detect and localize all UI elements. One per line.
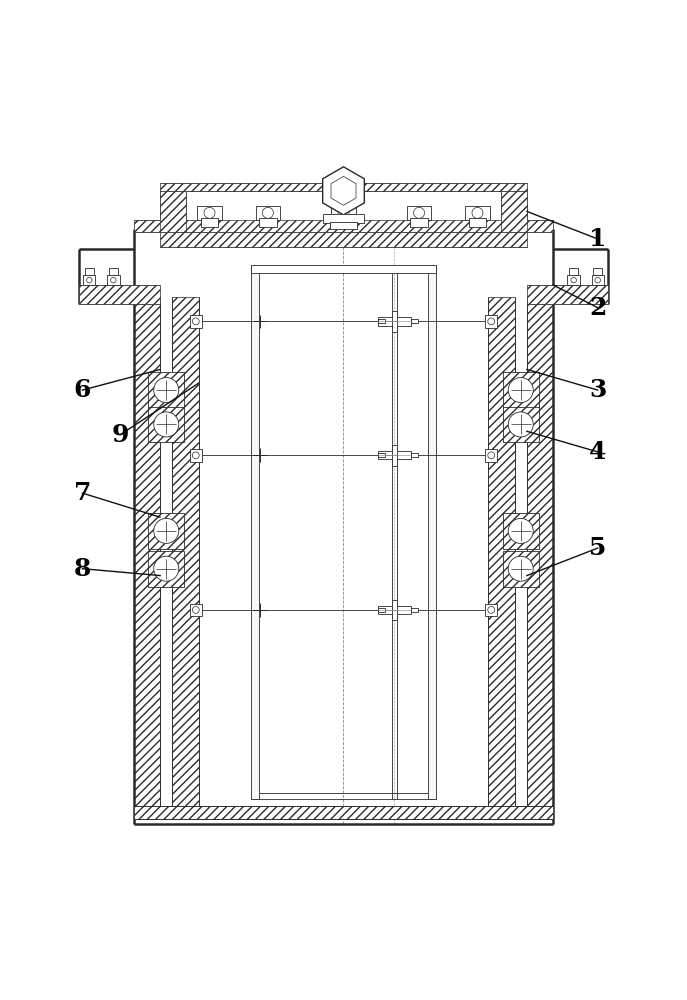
Bar bbox=[392, 600, 397, 620]
Bar bbox=[410, 218, 428, 227]
Text: 2: 2 bbox=[589, 296, 607, 320]
Bar bbox=[251, 266, 259, 799]
Bar bbox=[411, 608, 418, 612]
Text: 1: 1 bbox=[589, 227, 607, 251]
Bar bbox=[148, 513, 184, 549]
Bar bbox=[407, 206, 431, 220]
Bar bbox=[503, 407, 539, 442]
Circle shape bbox=[595, 277, 600, 283]
Bar bbox=[569, 268, 578, 275]
Bar bbox=[378, 453, 385, 457]
Bar bbox=[172, 297, 199, 819]
Bar bbox=[527, 297, 553, 819]
Bar bbox=[160, 183, 527, 191]
Text: 4: 4 bbox=[589, 440, 607, 464]
Bar bbox=[485, 315, 497, 328]
Bar bbox=[148, 407, 184, 442]
Circle shape bbox=[508, 518, 533, 543]
Circle shape bbox=[414, 207, 425, 218]
Circle shape bbox=[87, 277, 92, 283]
Circle shape bbox=[204, 207, 215, 218]
Bar bbox=[378, 451, 411, 459]
Bar bbox=[428, 266, 436, 799]
Circle shape bbox=[338, 207, 349, 218]
Circle shape bbox=[488, 606, 495, 613]
Circle shape bbox=[154, 378, 179, 403]
Bar bbox=[567, 275, 580, 285]
Text: 8: 8 bbox=[74, 557, 91, 581]
Circle shape bbox=[154, 556, 179, 581]
Bar bbox=[331, 206, 356, 220]
Bar bbox=[148, 372, 184, 408]
Bar bbox=[378, 317, 411, 326]
Bar bbox=[201, 218, 218, 227]
Bar bbox=[256, 206, 280, 220]
Bar bbox=[335, 218, 352, 227]
Circle shape bbox=[192, 606, 199, 613]
Bar bbox=[259, 218, 277, 227]
Bar bbox=[485, 449, 497, 462]
Bar bbox=[197, 206, 222, 220]
Bar bbox=[160, 191, 527, 232]
Circle shape bbox=[571, 277, 576, 283]
Bar bbox=[251, 265, 436, 273]
Circle shape bbox=[154, 518, 179, 543]
Text: 3: 3 bbox=[589, 378, 607, 402]
Bar bbox=[503, 372, 539, 408]
Bar bbox=[503, 513, 539, 549]
Polygon shape bbox=[323, 167, 364, 215]
Bar bbox=[160, 191, 186, 232]
Bar bbox=[501, 191, 527, 232]
Bar bbox=[160, 232, 527, 247]
Bar bbox=[323, 214, 364, 223]
Bar bbox=[85, 268, 94, 275]
Bar bbox=[109, 268, 118, 275]
Bar bbox=[190, 604, 202, 616]
Circle shape bbox=[508, 556, 533, 581]
Circle shape bbox=[192, 318, 199, 325]
Text: 6: 6 bbox=[74, 378, 91, 402]
Bar bbox=[411, 319, 418, 323]
Circle shape bbox=[508, 412, 533, 437]
Bar bbox=[469, 218, 486, 227]
Polygon shape bbox=[331, 176, 356, 205]
Text: 9: 9 bbox=[111, 423, 129, 447]
Bar bbox=[134, 220, 553, 232]
Bar bbox=[378, 608, 385, 612]
Bar bbox=[593, 268, 602, 275]
Bar bbox=[392, 445, 397, 466]
Bar bbox=[190, 315, 202, 328]
Bar bbox=[83, 275, 95, 285]
Circle shape bbox=[488, 452, 495, 459]
Bar bbox=[107, 275, 120, 285]
Text: 5: 5 bbox=[589, 536, 607, 560]
Bar bbox=[392, 311, 397, 332]
Circle shape bbox=[472, 207, 483, 218]
Circle shape bbox=[154, 412, 179, 437]
Circle shape bbox=[508, 378, 533, 403]
Text: 7: 7 bbox=[74, 481, 91, 505]
Bar bbox=[134, 297, 160, 819]
Circle shape bbox=[192, 452, 199, 459]
Bar bbox=[330, 222, 357, 229]
Bar bbox=[190, 449, 202, 462]
Bar bbox=[148, 551, 184, 587]
Bar bbox=[488, 297, 515, 819]
Bar bbox=[527, 285, 608, 304]
Bar bbox=[485, 604, 497, 616]
Bar bbox=[378, 319, 385, 323]
Bar bbox=[378, 606, 411, 614]
Bar bbox=[411, 453, 418, 457]
Bar bbox=[592, 275, 604, 285]
Bar bbox=[134, 806, 553, 819]
Circle shape bbox=[111, 277, 116, 283]
Circle shape bbox=[488, 318, 495, 325]
Bar bbox=[465, 206, 490, 220]
Bar bbox=[79, 285, 160, 304]
Circle shape bbox=[262, 207, 273, 218]
Bar bbox=[503, 551, 539, 587]
